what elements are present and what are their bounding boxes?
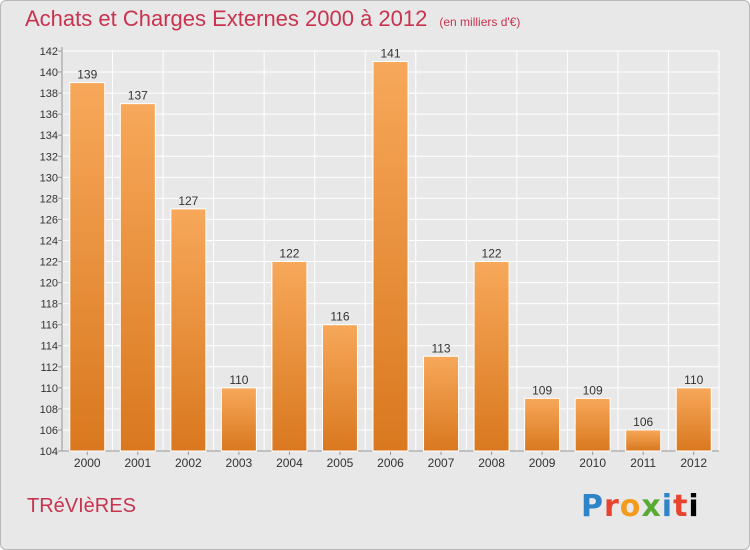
y-tick-label: 122 [40,257,58,269]
bar [372,61,409,452]
data-label: 110 [684,373,703,387]
y-tick-label: 142 [40,46,58,58]
data-label: 122 [279,247,299,261]
y-tick-label: 120 [40,278,58,290]
bar [423,355,460,452]
logo-letter: x [641,489,662,524]
y-tick-label: 134 [40,130,58,142]
bar [220,387,257,452]
y-tick-label: 112 [40,362,58,374]
bar [271,261,308,452]
bar [625,429,662,452]
bar [119,103,156,452]
x-tick-labels: 2000 2001 2002 2003 2004 2005 2006 2007 2008 2009… [74,456,707,470]
x-tick-label: 2011 [630,456,656,470]
logo-letter: o [619,489,642,524]
logo-letter: i [661,489,674,524]
data-label: 106 [633,415,653,429]
data-label: 139 [77,68,97,82]
location-label: TRéVIèRES [27,495,136,517]
x-tick-label: 2008 [478,456,505,470]
y-tick-label: 124 [40,235,58,247]
y-tick-labels: 104 106 108 110 112 114 116 118 120 122 124 126 128 1… [40,46,58,458]
bars [69,61,712,452]
x-tick-label: 2003 [226,456,253,470]
chart-title-text: Achats et Charges Externes 2000 à 2012 [25,6,428,31]
y-tick-label: 126 [40,214,58,226]
x-tick-label: 2001 [124,456,151,470]
x-tick-label: 2009 [529,456,556,470]
logo-letter: t [673,489,689,524]
proxiti-logo: Proxiti [581,489,700,524]
data-label: 110 [229,373,248,387]
bar [675,387,712,452]
data-label: 109 [532,383,552,397]
y-tick-label: 130 [40,172,58,184]
y-tick-label: 106 [40,425,58,437]
bar [170,208,207,452]
x-tick-label: 2005 [327,456,354,470]
y-tick-label: 132 [40,151,58,163]
y-tick-label: 140 [40,67,58,79]
x-tick-label: 2006 [377,456,404,470]
x-tick-label: 2000 [74,456,101,470]
x-tick-label: 2002 [175,456,202,470]
y-tick-label: 138 [40,88,58,100]
data-label: 122 [482,247,502,261]
data-label: 137 [128,89,148,103]
x-tick-label: 2012 [680,456,707,470]
y-tick-label: 110 [40,383,58,395]
chart-subtitle: (en milliers d'€) [439,15,521,29]
x-tick-label: 2007 [428,456,455,470]
y-tick-label: 114 [40,341,58,353]
bar [574,397,611,452]
y-tick-label: 108 [40,404,58,416]
bar [473,261,510,452]
y-tick-label: 104 [40,446,58,458]
logo-letter: i [688,489,700,524]
logo-letter: P [581,489,604,524]
y-tick-label: 128 [40,193,58,205]
logo-letter: r [604,489,620,524]
bar [321,324,358,452]
data-labels: 139 137 127 110 122 116 141 113 122 109 109 106 110 [77,47,703,429]
y-tick-label: 118 [40,299,58,311]
data-label: 127 [178,194,198,208]
data-label: 113 [431,341,450,355]
y-tick-label: 136 [40,109,58,121]
y-tick-label: 116 [40,320,58,332]
data-label: 109 [583,383,603,397]
chart-title: Achats et Charges Externes 2000 à 2012 (e… [25,6,520,32]
data-label: 116 [330,310,349,324]
x-tick-label: 2010 [579,456,606,470]
bar [524,397,561,452]
bar [69,82,106,452]
x-tick-label: 2004 [276,456,303,470]
data-label: 141 [380,47,400,61]
